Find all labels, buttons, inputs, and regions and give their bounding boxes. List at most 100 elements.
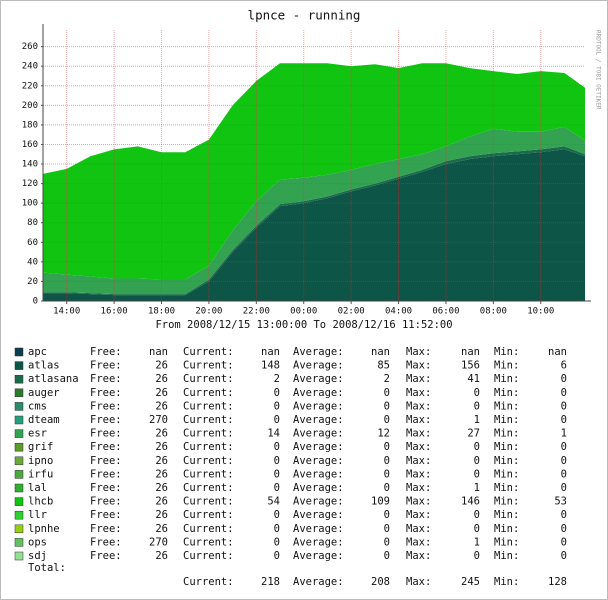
- legend-swatch: [14, 470, 24, 479]
- legend-value: 109: [371, 496, 390, 508]
- legend-value: 26: [155, 496, 168, 508]
- legend-value: nan: [461, 346, 480, 358]
- legend-key: Average:: [293, 400, 344, 412]
- legend-key: Free:: [90, 523, 122, 535]
- legend-swatch: [14, 415, 24, 425]
- x-tick-label: 20:00: [195, 307, 222, 317]
- legend-key: Min:: [494, 387, 519, 399]
- legend-value: 26: [155, 400, 168, 412]
- legend-key: Current:: [183, 441, 234, 453]
- total-value: 128: [548, 576, 567, 588]
- legend-key: Min:: [494, 509, 519, 521]
- x-tick-label: 22:00: [243, 307, 270, 317]
- legend-key: Max:: [406, 455, 431, 467]
- legend-value: 26: [155, 550, 168, 562]
- legend-key: Free:: [90, 468, 122, 480]
- legend-value: 0: [384, 550, 390, 562]
- legend-value: 0: [274, 468, 280, 480]
- legend-value: 0: [384, 468, 390, 480]
- legend-key: Free:: [90, 536, 122, 548]
- legend-key: Max:: [406, 387, 431, 399]
- legend-key: Min:: [494, 496, 519, 508]
- legend-value: 2: [274, 373, 280, 385]
- legend-label: auger: [28, 387, 60, 399]
- legend-key: Min:: [494, 373, 519, 385]
- x-tick-label: 10:00: [527, 307, 554, 317]
- y-tick-label: 200: [22, 101, 38, 111]
- legend-key: Current:: [183, 576, 234, 588]
- legend-key: Max:: [406, 576, 431, 588]
- legend-key: Max:: [406, 360, 431, 372]
- legend-key: Current:: [183, 360, 234, 372]
- legend-value: 0: [384, 509, 390, 521]
- legend-value: 0: [384, 455, 390, 467]
- x-tick-label: 04:00: [385, 307, 412, 317]
- total-value: 208: [371, 576, 390, 588]
- legend-key: Average:: [293, 509, 344, 521]
- legend-key: Current:: [183, 550, 234, 562]
- legend-key: Free:: [90, 373, 122, 385]
- legend-label: dteam: [28, 414, 60, 426]
- legend-value: 0: [274, 482, 280, 494]
- x-tick-label: 16:00: [101, 307, 128, 317]
- area: [43, 63, 585, 280]
- x-tick-label: 06:00: [432, 307, 459, 317]
- legend-value: 0: [561, 373, 567, 385]
- legend-key: Min:: [494, 360, 519, 372]
- legend-key: Current:: [183, 455, 234, 467]
- legend-value: 0: [274, 536, 280, 548]
- legend-value: 54: [267, 496, 280, 508]
- legend-value: 26: [155, 428, 168, 440]
- legend-label: atlas: [28, 360, 60, 372]
- legend-value: 146: [461, 496, 480, 508]
- legend-value: 0: [561, 387, 567, 399]
- legend-swatch: [14, 429, 24, 438]
- legend-key: Current:: [183, 428, 234, 440]
- y-tick-label: 160: [22, 140, 38, 150]
- y-tick-label: 60: [27, 238, 38, 248]
- legend-key: Average:: [293, 576, 344, 588]
- legend-key: Min:: [494, 536, 519, 548]
- legend-key: Min:: [494, 346, 519, 358]
- legend-value: 53: [554, 496, 567, 508]
- legend-value: 0: [474, 550, 480, 562]
- legend-label: lpnhe: [28, 523, 60, 535]
- legend-value: 2: [384, 373, 390, 385]
- legend-swatch: [14, 510, 24, 520]
- legend-key: Min:: [494, 482, 519, 494]
- legend-value: 270: [149, 414, 168, 426]
- legend-value: 85: [377, 360, 390, 372]
- legend-key: Current:: [183, 496, 234, 508]
- legend-key: Average:: [293, 387, 344, 399]
- legend-key: Free:: [90, 428, 122, 440]
- legend-value: 0: [561, 455, 567, 467]
- legend-key: Average:: [293, 455, 344, 467]
- legend-key: Min:: [494, 468, 519, 480]
- legend-value: 26: [155, 482, 168, 494]
- legend-key: Average:: [293, 414, 344, 426]
- legend-value: 12: [377, 428, 390, 440]
- legend-value: 0: [561, 509, 567, 521]
- legend-label: irfu: [28, 468, 53, 480]
- legend-label: ipno: [28, 455, 53, 467]
- y-tick-label: 240: [22, 62, 38, 72]
- legend-label: lal: [28, 482, 47, 494]
- y-tick-label: 140: [22, 160, 38, 170]
- legend-swatch: [14, 497, 24, 506]
- legend-key: Min:: [494, 576, 519, 588]
- legend-key: Min:: [494, 441, 519, 453]
- legend-key: Max:: [406, 496, 431, 508]
- legend-label: grif: [28, 441, 53, 453]
- y-tick-label: 100: [22, 199, 38, 209]
- legend-value: 26: [155, 441, 168, 453]
- legend-label: esr: [28, 428, 47, 440]
- legend-key: Current:: [183, 387, 234, 399]
- legend-value: 0: [384, 414, 390, 426]
- legend-key: Average:: [293, 523, 344, 535]
- legend-value: 0: [384, 387, 390, 399]
- legend-value: 0: [474, 468, 480, 480]
- legend-key: Average:: [293, 536, 344, 548]
- legend-value: 0: [474, 387, 480, 399]
- legend-value: 0: [474, 455, 480, 467]
- area: [43, 149, 585, 301]
